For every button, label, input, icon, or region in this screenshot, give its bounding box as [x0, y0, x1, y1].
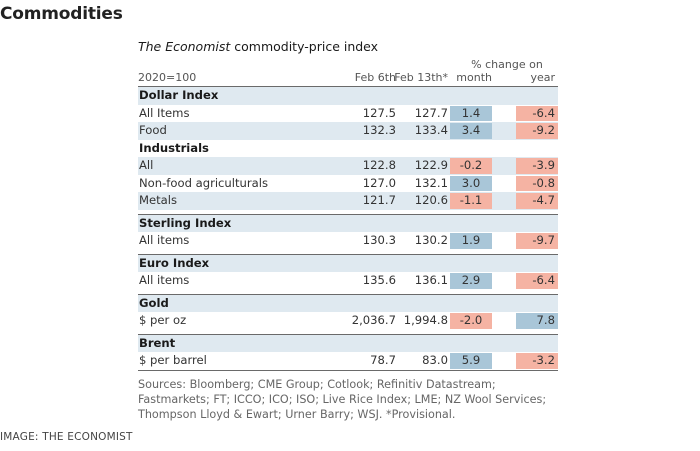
- section-name: Gold: [139, 295, 169, 310]
- base-year-label: 2020=100: [138, 71, 197, 84]
- section-header: Euro Index: [138, 254, 558, 272]
- section-group: Dollar Index All Items 127.5 127.7 1.4 -6.4 Fo…: [138, 86, 558, 140]
- pct-change-month: -1.1: [450, 193, 492, 209]
- value-feb6: 130.3: [362, 233, 396, 247]
- table-row: Non-food agriculturals 127.0 132.1 3.0 -0.8: [138, 175, 558, 193]
- row-label: All items: [139, 273, 190, 287]
- value-feb13: 1,994.8: [403, 313, 448, 327]
- column-header-month: month: [456, 71, 492, 84]
- pct-change-year: -9.7: [516, 233, 558, 249]
- section-header: Brent: [138, 334, 558, 352]
- value-feb13: 120.6: [414, 193, 448, 207]
- value-feb13: 133.4: [414, 123, 448, 137]
- column-group-pct-change: % change on: [471, 58, 543, 71]
- pct-change-year: 7.8: [516, 313, 558, 329]
- pct-change-year: -6.4: [516, 105, 558, 121]
- row-label: $ per barrel: [139, 353, 207, 367]
- value-feb6: 121.7: [362, 193, 396, 207]
- row-label: $ per oz: [139, 313, 187, 327]
- pct-change-year: -4.7: [516, 193, 558, 209]
- value-feb6: 2,036.7: [351, 313, 396, 327]
- section-header: Sterling Index: [138, 214, 558, 232]
- row-label: All Items: [139, 105, 190, 120]
- value-feb13: 132.1: [414, 175, 448, 190]
- table-row: $ per oz 2,036.7 1,994.8 -2.0 7.8: [138, 312, 558, 330]
- section-header: Dollar Index: [138, 87, 558, 105]
- section-group: Brent $ per barrel 78.7 83.0 5.9 -3.2: [138, 333, 558, 370]
- pct-change-month: 1.9: [450, 233, 492, 249]
- section-name: Brent: [139, 335, 176, 350]
- sources-note: Sources: Bloomberg; CME Group; Cotlook; …: [138, 377, 547, 421]
- pct-change-month: 1.4: [450, 105, 492, 121]
- table-header: 2020=100 Feb 6th Feb 13th* % change on m…: [138, 56, 558, 86]
- table-row: $ per barrel 78.7 83.0 5.9 -3.2: [138, 352, 558, 370]
- value-feb6: 122.8: [362, 158, 396, 172]
- column-header-year: year: [530, 71, 555, 84]
- page-heading: Commodities: [0, 4, 123, 24]
- row-label: Food: [139, 123, 167, 137]
- value-feb6: 132.3: [362, 123, 396, 137]
- column-header-feb13: Feb 13th*: [394, 71, 448, 84]
- section-name: Euro Index: [139, 255, 210, 270]
- value-feb6: 127.5: [362, 105, 396, 120]
- table-row: Metals 121.7 120.6 -1.1 -4.7: [138, 192, 558, 210]
- value-feb13: 136.1: [414, 273, 448, 287]
- section-group: Euro Index All items 135.6 136.1 2.9 -6.4: [138, 253, 558, 290]
- table-bottom-rule: [138, 369, 558, 371]
- image-credit: IMAGE: THE ECONOMIST: [0, 431, 133, 443]
- pct-change-month: 2.9: [450, 273, 492, 289]
- pct-change-month: 5.9: [450, 353, 492, 369]
- section-name: Sterling Index: [139, 215, 232, 230]
- figure-title: The Economist commodity-price index: [138, 38, 558, 56]
- value-feb6: 135.6: [362, 273, 396, 287]
- pct-change-year: -6.4: [516, 273, 558, 289]
- row-label: All: [139, 158, 154, 172]
- pct-change-year: -9.2: [516, 123, 558, 139]
- section-group: Sterling Index All items 130.3 130.2 1.9 -9.7: [138, 213, 558, 250]
- table-row: All items 130.3 130.2 1.9 -9.7: [138, 232, 558, 250]
- section-header: Gold: [138, 294, 558, 312]
- figure-title-rest: commodity-price index: [230, 39, 379, 54]
- table-row: Food 132.3 133.4 3.4 -9.2: [138, 122, 558, 140]
- pct-change-month: -2.0: [450, 313, 492, 329]
- pct-change-month: 3.0: [450, 175, 492, 191]
- pct-change-month: 3.4: [450, 123, 492, 139]
- pct-change-month: -0.2: [450, 158, 492, 174]
- table-body: Dollar Index All Items 127.5 127.7 1.4 -6.4 Fo…: [138, 86, 558, 370]
- value-feb13: 130.2: [414, 233, 448, 247]
- section-header: Industrials: [138, 140, 558, 158]
- pct-change-year: -0.8: [516, 175, 558, 191]
- section-name: Industrials: [139, 140, 209, 155]
- section-group: Industrials All 122.8 122.9 -0.2 -3.9 Non-food…: [138, 140, 558, 210]
- section-name: Dollar Index: [139, 88, 219, 102]
- value-feb13: 127.7: [414, 105, 448, 120]
- row-label: Non-food agriculturals: [139, 175, 269, 190]
- value-feb6: 78.7: [370, 353, 396, 367]
- row-label: Metals: [139, 193, 178, 207]
- pct-change-year: -3.9: [516, 158, 558, 174]
- row-label: All items: [139, 233, 190, 247]
- figure-title-publication: The Economist: [138, 39, 231, 54]
- value-feb6: 127.0: [362, 175, 396, 190]
- pct-change-year: -3.2: [516, 353, 558, 369]
- table-row: All 122.8 122.9 -0.2 -3.9: [138, 157, 558, 175]
- column-header-feb6: Feb 6th: [354, 71, 396, 84]
- value-feb13: 122.9: [414, 158, 448, 172]
- table-row: All Items 127.5 127.7 1.4 -6.4: [138, 105, 558, 123]
- table-row: All items 135.6 136.1 2.9 -6.4: [138, 272, 558, 290]
- commodity-table-figure: The Economist commodity-price index 2020…: [138, 38, 558, 422]
- section-group: Gold $ per oz 2,036.7 1,994.8 -2.0 7.8: [138, 293, 558, 330]
- value-feb13: 83.0: [422, 353, 448, 367]
